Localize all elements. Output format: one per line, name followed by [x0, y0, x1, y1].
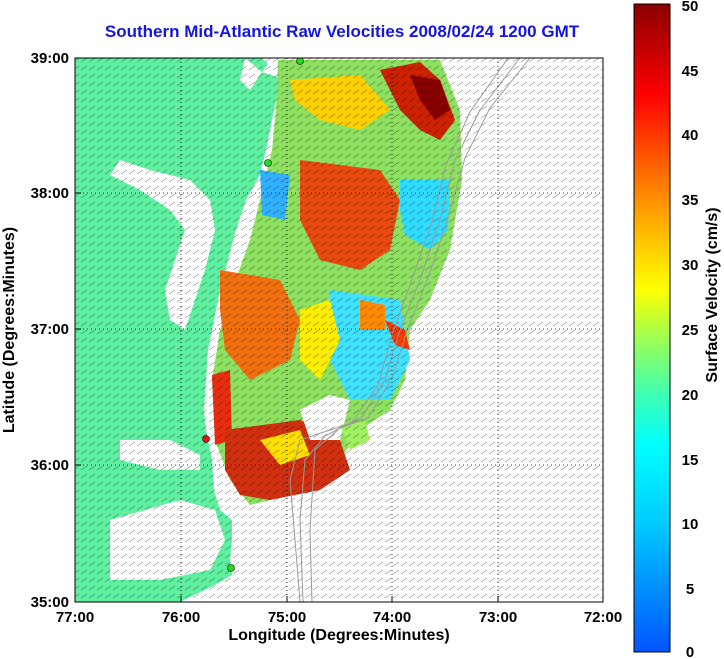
radar-station-marker-red	[202, 435, 210, 443]
colorbar-tick-label: 10	[682, 516, 699, 533]
x-tick-label: 77:00	[56, 609, 94, 626]
y-tick-label: 37:00	[31, 321, 69, 338]
colorbar-tick-label: 50	[682, 0, 699, 15]
colorbar-tick-label: 5	[686, 581, 694, 598]
radar-station-marker	[264, 159, 272, 167]
colorbar-tick-label: 0	[686, 644, 694, 659]
y-tick-label: 38:00	[31, 185, 69, 202]
velocity-field	[75, 58, 603, 602]
x-tick-label: 73:00	[479, 609, 517, 626]
colorbar	[633, 3, 671, 653]
x-tick-label: 76:00	[162, 609, 200, 626]
colorbar-tick-label: 45	[682, 63, 699, 80]
gridlines	[75, 58, 603, 602]
y-tick-label: 39:00	[31, 50, 69, 67]
x-tick-label: 74:00	[373, 609, 411, 626]
colorbar-tick-label: 35	[682, 192, 699, 209]
axis-ticks	[75, 192, 499, 602]
colorbar-tick-label: 20	[682, 387, 699, 404]
y-axis-label: Latitude (Degrees:Minutes)	[1, 227, 18, 433]
plot-frame	[74, 57, 604, 603]
radar-station-marker	[296, 58, 304, 65]
y-tick-label: 35:00	[31, 594, 69, 611]
y-tick-label: 36:00	[31, 457, 69, 474]
colorbar-tick-label: 25	[682, 322, 699, 339]
map-title: Southern Mid-Atlantic Raw Velocities 200…	[104, 22, 580, 41]
bathymetry-contours	[289, 58, 531, 602]
x-axis-label: Longitude (Degrees:Minutes)	[228, 627, 449, 644]
colorbar-tick-label: 40	[682, 127, 699, 144]
colorbar-tick-label: 15	[682, 452, 699, 469]
x-tick-label: 75:00	[268, 609, 306, 626]
x-tick-label: 72:00	[584, 609, 622, 626]
colorbar-tick-label: 30	[682, 257, 699, 274]
colorbar-label: Surface Velocity (cm/s)	[704, 207, 721, 382]
radar-station-marker	[227, 564, 235, 572]
